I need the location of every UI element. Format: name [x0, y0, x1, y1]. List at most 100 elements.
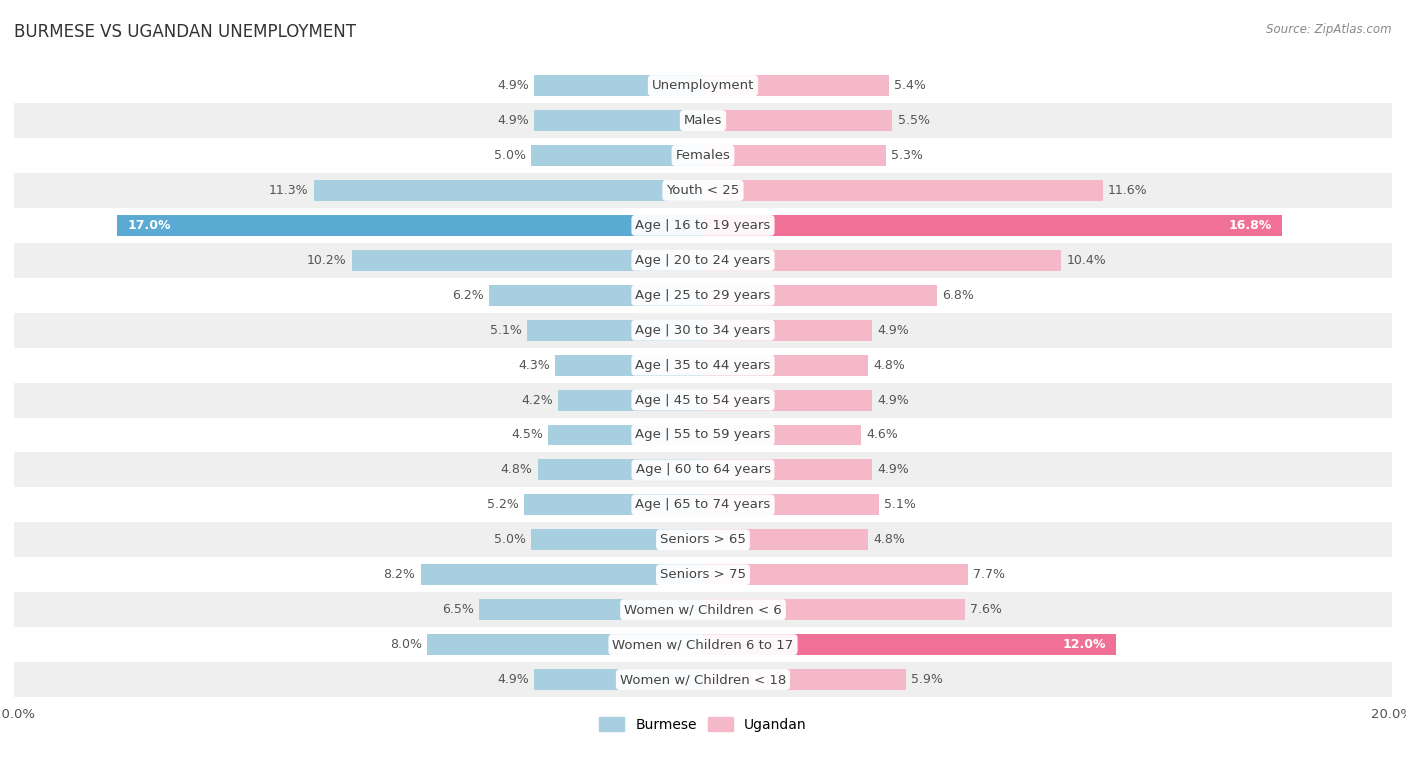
- Bar: [479, 600, 703, 620]
- Bar: [14, 522, 1392, 557]
- Text: 5.1%: 5.1%: [884, 498, 915, 512]
- Text: 5.4%: 5.4%: [894, 79, 927, 92]
- Bar: [703, 319, 872, 341]
- Text: 8.0%: 8.0%: [391, 638, 422, 651]
- Text: 8.2%: 8.2%: [384, 569, 415, 581]
- Text: Males: Males: [683, 114, 723, 127]
- Bar: [524, 494, 703, 516]
- Text: Age | 45 to 54 years: Age | 45 to 54 years: [636, 394, 770, 407]
- Text: Age | 55 to 59 years: Age | 55 to 59 years: [636, 428, 770, 441]
- Bar: [703, 180, 1102, 201]
- Bar: [14, 173, 1392, 208]
- Text: 6.2%: 6.2%: [453, 288, 484, 302]
- Text: 4.9%: 4.9%: [498, 673, 529, 686]
- Text: 5.1%: 5.1%: [491, 324, 522, 337]
- Bar: [703, 145, 886, 166]
- Text: Women w/ Children 6 to 17: Women w/ Children 6 to 17: [613, 638, 793, 651]
- Bar: [703, 215, 1282, 236]
- Text: Age | 60 to 64 years: Age | 60 to 64 years: [636, 463, 770, 476]
- Text: Age | 30 to 34 years: Age | 30 to 34 years: [636, 324, 770, 337]
- Bar: [703, 354, 869, 375]
- Text: Women w/ Children < 18: Women w/ Children < 18: [620, 673, 786, 686]
- Text: 4.9%: 4.9%: [498, 114, 529, 127]
- Text: 5.2%: 5.2%: [486, 498, 519, 512]
- Bar: [14, 557, 1392, 592]
- Text: Source: ZipAtlas.com: Source: ZipAtlas.com: [1267, 23, 1392, 36]
- Text: Unemployment: Unemployment: [652, 79, 754, 92]
- Text: 4.5%: 4.5%: [510, 428, 543, 441]
- Text: 4.6%: 4.6%: [866, 428, 898, 441]
- Bar: [703, 494, 879, 516]
- Text: 4.9%: 4.9%: [877, 394, 908, 407]
- Text: 5.3%: 5.3%: [891, 149, 922, 162]
- Bar: [703, 459, 872, 481]
- Text: Youth < 25: Youth < 25: [666, 184, 740, 197]
- Bar: [537, 459, 703, 481]
- Bar: [14, 627, 1392, 662]
- Text: 11.6%: 11.6%: [1108, 184, 1147, 197]
- Bar: [352, 250, 703, 271]
- Bar: [703, 250, 1062, 271]
- Text: 4.9%: 4.9%: [498, 79, 529, 92]
- Text: 7.6%: 7.6%: [970, 603, 1002, 616]
- Text: 11.3%: 11.3%: [269, 184, 308, 197]
- Bar: [703, 669, 907, 690]
- Bar: [14, 313, 1392, 347]
- Text: 5.5%: 5.5%: [897, 114, 929, 127]
- Text: Women w/ Children < 6: Women w/ Children < 6: [624, 603, 782, 616]
- Bar: [14, 488, 1392, 522]
- Bar: [703, 564, 969, 585]
- Bar: [14, 103, 1392, 138]
- Bar: [703, 529, 869, 550]
- Bar: [534, 110, 703, 131]
- Bar: [14, 418, 1392, 453]
- Text: Age | 65 to 74 years: Age | 65 to 74 years: [636, 498, 770, 512]
- Text: 4.9%: 4.9%: [877, 463, 908, 476]
- Bar: [703, 285, 938, 306]
- Text: BURMESE VS UGANDAN UNEMPLOYMENT: BURMESE VS UGANDAN UNEMPLOYMENT: [14, 23, 356, 41]
- Text: 10.4%: 10.4%: [1066, 254, 1107, 266]
- Text: 17.0%: 17.0%: [128, 219, 172, 232]
- Text: 12.0%: 12.0%: [1063, 638, 1107, 651]
- Text: 6.5%: 6.5%: [441, 603, 474, 616]
- Bar: [14, 662, 1392, 697]
- Bar: [703, 600, 965, 620]
- Text: 5.0%: 5.0%: [494, 149, 526, 162]
- Text: 4.8%: 4.8%: [501, 463, 533, 476]
- Bar: [703, 110, 893, 131]
- Legend: Burmese, Ugandan: Burmese, Ugandan: [599, 717, 807, 732]
- Bar: [527, 319, 703, 341]
- Text: Seniors > 75: Seniors > 75: [659, 569, 747, 581]
- Bar: [703, 634, 1116, 655]
- Bar: [489, 285, 703, 306]
- Text: 5.0%: 5.0%: [494, 533, 526, 547]
- Bar: [14, 243, 1392, 278]
- Text: 6.8%: 6.8%: [942, 288, 974, 302]
- Text: Seniors > 65: Seniors > 65: [659, 533, 747, 547]
- Bar: [534, 75, 703, 96]
- Text: 4.8%: 4.8%: [873, 533, 905, 547]
- Bar: [14, 68, 1392, 103]
- Text: Age | 25 to 29 years: Age | 25 to 29 years: [636, 288, 770, 302]
- Bar: [14, 453, 1392, 488]
- Bar: [531, 145, 703, 166]
- Bar: [548, 425, 703, 445]
- Bar: [14, 208, 1392, 243]
- Bar: [703, 390, 872, 410]
- Bar: [117, 215, 703, 236]
- Bar: [14, 592, 1392, 627]
- Text: Females: Females: [675, 149, 731, 162]
- Bar: [14, 278, 1392, 313]
- Text: Age | 35 to 44 years: Age | 35 to 44 years: [636, 359, 770, 372]
- Bar: [534, 669, 703, 690]
- Text: 4.8%: 4.8%: [873, 359, 905, 372]
- Bar: [14, 347, 1392, 382]
- Bar: [703, 425, 862, 445]
- Bar: [558, 390, 703, 410]
- Text: Age | 20 to 24 years: Age | 20 to 24 years: [636, 254, 770, 266]
- Text: 4.9%: 4.9%: [877, 324, 908, 337]
- Bar: [427, 634, 703, 655]
- Text: 7.7%: 7.7%: [973, 569, 1005, 581]
- Text: 5.9%: 5.9%: [911, 673, 943, 686]
- Bar: [314, 180, 703, 201]
